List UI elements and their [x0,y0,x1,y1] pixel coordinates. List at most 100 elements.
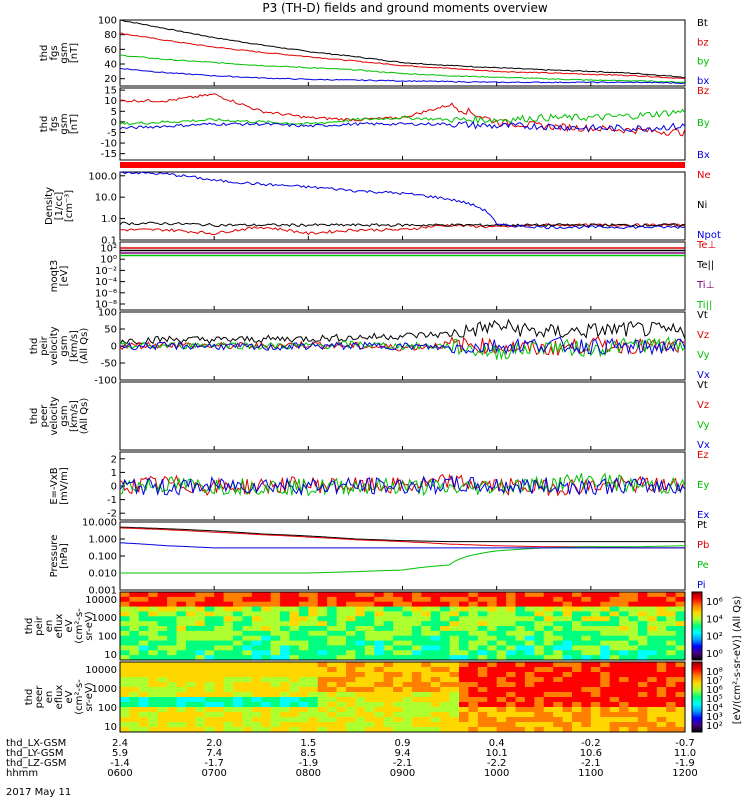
heatmap-cell [515,712,526,718]
x-axis-value: -2.2 [487,758,507,769]
heatmap-cell [487,692,498,698]
heatmap-cell [524,640,535,646]
y-axis-label-line: [nPa] [59,543,70,569]
heatmap-cell [138,601,149,608]
heatmap-cell [289,727,300,733]
heatmap-cell [515,635,526,642]
heatmap-cell [204,635,215,642]
heatmap-cell [204,611,215,617]
heatmap-cell [157,697,168,703]
heatmap-cell [477,692,488,698]
heatmap-cell [562,722,573,728]
heatmap-cell [298,677,309,683]
heatmap-cell [619,662,629,668]
heatmap-cell [129,640,140,646]
heatmap-cell [185,626,196,632]
heatmap-cell [336,712,347,718]
heatmap-cell [157,707,168,713]
heatmap-cell [298,635,309,642]
heatmap-cell [656,616,667,622]
heatmap-cell [393,650,403,656]
heatmap-cell [628,616,639,622]
heatmap-cell [666,616,677,622]
heatmap-cell [524,667,535,673]
heatmap-cell [506,655,516,661]
heatmap-cell [421,697,432,703]
heatmap-cell [675,702,686,708]
heatmap-cell [449,616,460,622]
heatmap-cell [204,592,215,598]
heatmap-cell [261,667,272,673]
heatmap-cell [185,697,196,703]
heatmap-cell [609,606,620,612]
heatmap-cell [167,682,177,688]
heatmap-cell [553,692,564,698]
heatmap-cell [421,712,432,718]
heatmap-cell [496,687,507,693]
heatmap-cell [383,635,394,642]
heatmap-cell [129,722,140,728]
heatmap-cell [515,717,526,723]
x-axis-value: 10.1 [486,748,508,759]
heatmap-cell [468,682,479,688]
heatmap-cell [496,621,507,627]
heatmap-cell [280,722,290,728]
heatmap-cell [487,727,498,733]
heatmap-cell [195,611,206,617]
heatmap-cell [468,687,479,693]
heatmap-cell [242,650,253,656]
heatmap-cell [308,630,319,637]
heatmap-cell [666,650,677,656]
heatmap-cell [280,645,290,651]
heatmap-cell [280,592,290,598]
heatmap-cell [562,692,573,698]
heatmap-cell [355,635,366,642]
heatmap-cell [327,702,338,708]
heatmap-cell [195,717,206,723]
heatmap-cell [666,621,677,627]
heatmap-cell [619,727,629,733]
heatmap-cell [487,592,498,598]
heatmap-cell [167,697,177,703]
heatmap-cell [204,677,215,683]
y-axis-label: thdpeerenefluxeV(cm²-s-sr-eV) [24,679,95,715]
heatmap-cell [666,727,677,733]
heatmap-cell [411,601,422,608]
colorbar-tick-label: 10⁴ [706,703,723,714]
heatmap-cell [242,722,253,728]
y-axis-label-line: moqt3 [49,260,60,293]
heatmap-cell [214,727,225,733]
heatmap-cell [261,722,272,728]
heatmap-cell [675,616,686,622]
heatmap-cell [411,702,422,708]
heatmap-cell [289,702,300,708]
heatmap-cell [468,635,479,642]
heatmap-cell [553,596,564,603]
y-tick-label: 0.1 [101,236,117,247]
heatmap-cell [270,592,281,598]
heatmap-cell [355,722,366,728]
heatmap-cell [129,601,140,608]
heatmap-cell [543,702,554,708]
heatmap-cell [421,702,432,708]
heatmap-cell [233,606,243,612]
x-axis-labels: thd_LX-GSM 2.4 2.0 1.5 0.9 0.4 -0.2 -0.7thd_LY-… [6,738,698,779]
heatmap-cell [393,596,403,603]
heatmap-cell [120,707,130,713]
heatmap-cell [251,717,262,723]
heatmap-cell [261,640,272,646]
heatmap-cell [364,722,375,728]
heatmap-cell [402,702,413,708]
heatmap-cell [468,692,479,698]
heatmap-cell [572,635,582,642]
heatmap-cell [383,687,394,693]
heatmap-cell [543,640,554,646]
heatmap-cell [289,655,300,661]
heatmap-cell [477,592,488,598]
heatmap-cell [411,606,422,612]
heatmap-cell [637,626,648,632]
heatmap-cell [496,672,507,678]
heatmap-cell [346,667,356,673]
heatmap-cell [289,722,300,728]
heatmap-cell [120,606,130,612]
